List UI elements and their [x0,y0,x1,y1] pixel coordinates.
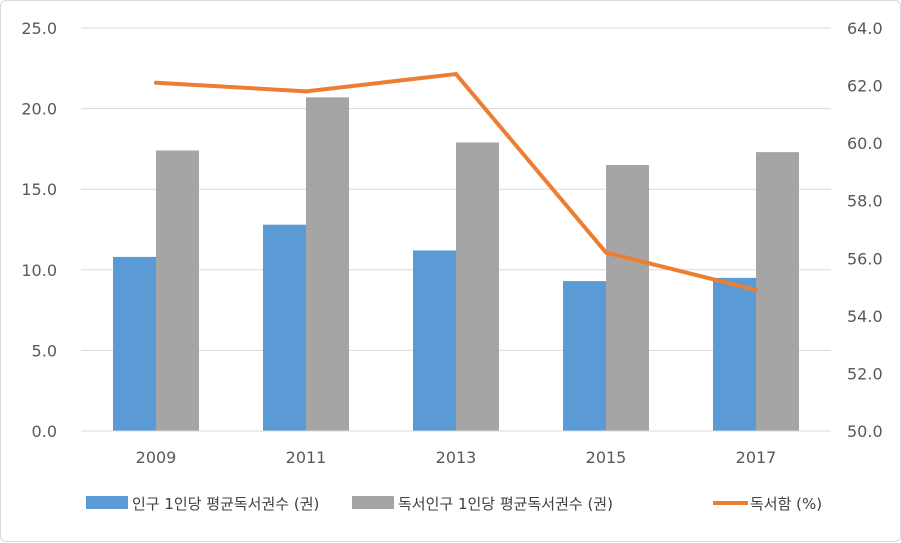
axes: 0.0 5.0 10.0 15.0 20.0 25.0 50.0 52.0 54.0 56.0 58… [21,19,882,467]
line-point-2011 [304,89,308,94]
x-tick-label: 2015 [586,448,627,467]
bar-series2-2009 [156,150,199,431]
legend-swatch [86,496,128,509]
legend-label: 독서인구 1인당 평균독서권수 (권) [398,495,613,513]
line-point-2013 [454,72,458,77]
y-right-tick-label: 50.0 [847,422,883,441]
y-left-tick-label: 25.0 [21,19,57,38]
legend-label: 독서함 (%) [750,495,822,513]
bar-series1-2011 [263,224,306,431]
y-left-tick-label: 20.0 [21,100,57,119]
legend: 인구 1인당 평균독서권수 (권) 독서인구 1인당 평균독서권수 (권) 독서함 … [86,495,822,513]
bar-series2-2013 [456,142,499,431]
x-tick-label: 2017 [736,448,777,467]
y-left-tick-label: 10.0 [21,261,57,280]
bar-series1-2013 [413,250,456,431]
y-right-tick-label: 64.0 [847,19,883,38]
y-right-tick-label: 58.0 [847,192,883,211]
bar-series2-2017 [756,152,799,431]
bar-series2-2011 [306,97,349,431]
bar-series1-2017 [713,277,756,431]
x-tick-label: 2009 [136,448,177,467]
y-right-tick-label: 60.0 [847,134,883,153]
x-tick-label: 2013 [436,448,477,467]
bar-series1-2015 [563,281,606,431]
y-right-tick-label: 52.0 [847,364,883,383]
bar-series [113,97,799,431]
y-left-tick-label: 0.0 [32,422,57,441]
y-right-tick-label: 56.0 [847,249,883,268]
line-series [154,72,758,292]
x-tick-label: 2011 [286,448,327,467]
legend-label: 인구 1인당 평균독서권수 (권) [132,495,319,513]
y-left-tick-label: 15.0 [21,180,57,199]
bar-series1-2009 [113,256,156,431]
y-right-tick-label: 54.0 [847,307,883,326]
line-point-2009 [154,80,158,85]
bar-series2-2015 [606,165,649,431]
line-point-2015 [604,250,608,255]
line-point-2017 [754,287,758,292]
y-right-tick-label: 62.0 [847,77,883,96]
legend-swatch [352,496,394,509]
y-left-tick-label: 5.0 [32,341,57,360]
